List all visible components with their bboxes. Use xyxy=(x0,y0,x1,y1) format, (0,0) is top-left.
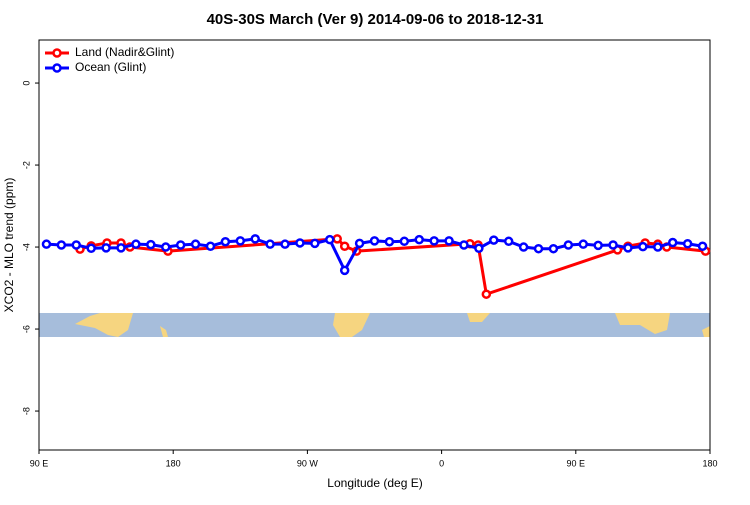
legend: Land (Nadir&Glint)Ocean (Glint) xyxy=(45,45,174,74)
point xyxy=(563,240,574,250)
point xyxy=(339,241,350,251)
x-tick-label: 90 W xyxy=(297,458,319,468)
point xyxy=(101,243,111,253)
map-strip xyxy=(39,313,710,337)
point xyxy=(489,235,499,245)
point xyxy=(131,239,141,249)
point xyxy=(481,289,492,299)
point xyxy=(429,236,439,246)
x-tick-label: 180 xyxy=(702,458,717,468)
point xyxy=(444,236,454,246)
point xyxy=(235,236,246,246)
point xyxy=(533,243,544,254)
point xyxy=(399,236,410,247)
point xyxy=(205,241,216,251)
x-axis-label: Longitude (deg E) xyxy=(327,476,422,490)
point xyxy=(593,240,603,251)
point xyxy=(503,236,514,247)
point xyxy=(280,239,290,249)
point xyxy=(146,239,156,250)
point xyxy=(339,265,350,276)
point xyxy=(250,234,260,244)
y-tick-label: -8 xyxy=(21,407,31,415)
point xyxy=(332,234,342,244)
point xyxy=(190,239,201,249)
legend-label: Land (Nadir&Glint) xyxy=(75,45,174,59)
point xyxy=(175,240,186,250)
y-tick-label: -4 xyxy=(21,243,31,251)
x-tick-label: 90 E xyxy=(30,458,49,468)
point xyxy=(474,243,484,254)
point xyxy=(295,238,305,248)
point xyxy=(41,239,52,249)
y-tick-label: -6 xyxy=(21,325,31,333)
point xyxy=(86,243,96,254)
point xyxy=(697,241,708,251)
point xyxy=(682,239,693,249)
point xyxy=(265,239,275,249)
point xyxy=(459,240,469,250)
point xyxy=(653,242,663,252)
point xyxy=(116,243,126,253)
chart-title: 40S-30S March (Ver 9) 2014-09-06 to 2018… xyxy=(207,11,544,28)
legend-label: Ocean (Glint) xyxy=(75,60,146,74)
point xyxy=(310,238,320,249)
point xyxy=(354,238,365,249)
point xyxy=(414,234,424,245)
legend-marker xyxy=(52,48,62,58)
point xyxy=(384,236,395,247)
point xyxy=(518,242,529,252)
point xyxy=(608,240,618,250)
point xyxy=(325,234,335,245)
legend-marker xyxy=(52,63,62,73)
x-tick-label: 0 xyxy=(439,458,444,468)
point xyxy=(578,239,589,249)
y-axis-label: XCO2 - MLO trend (ppm) xyxy=(2,178,16,313)
plot-frame xyxy=(38,39,711,451)
point xyxy=(71,240,82,250)
point xyxy=(56,240,67,250)
point xyxy=(548,243,559,254)
y-tick-label: -2 xyxy=(21,161,31,169)
point xyxy=(160,242,171,252)
y-tick-label: 0 xyxy=(21,81,31,86)
point xyxy=(623,243,633,253)
point xyxy=(638,241,648,252)
point xyxy=(667,237,678,248)
x-tick-label: 90 E xyxy=(567,458,586,468)
x-tick-label: 180 xyxy=(166,458,181,468)
point xyxy=(369,236,380,246)
point xyxy=(220,236,231,247)
